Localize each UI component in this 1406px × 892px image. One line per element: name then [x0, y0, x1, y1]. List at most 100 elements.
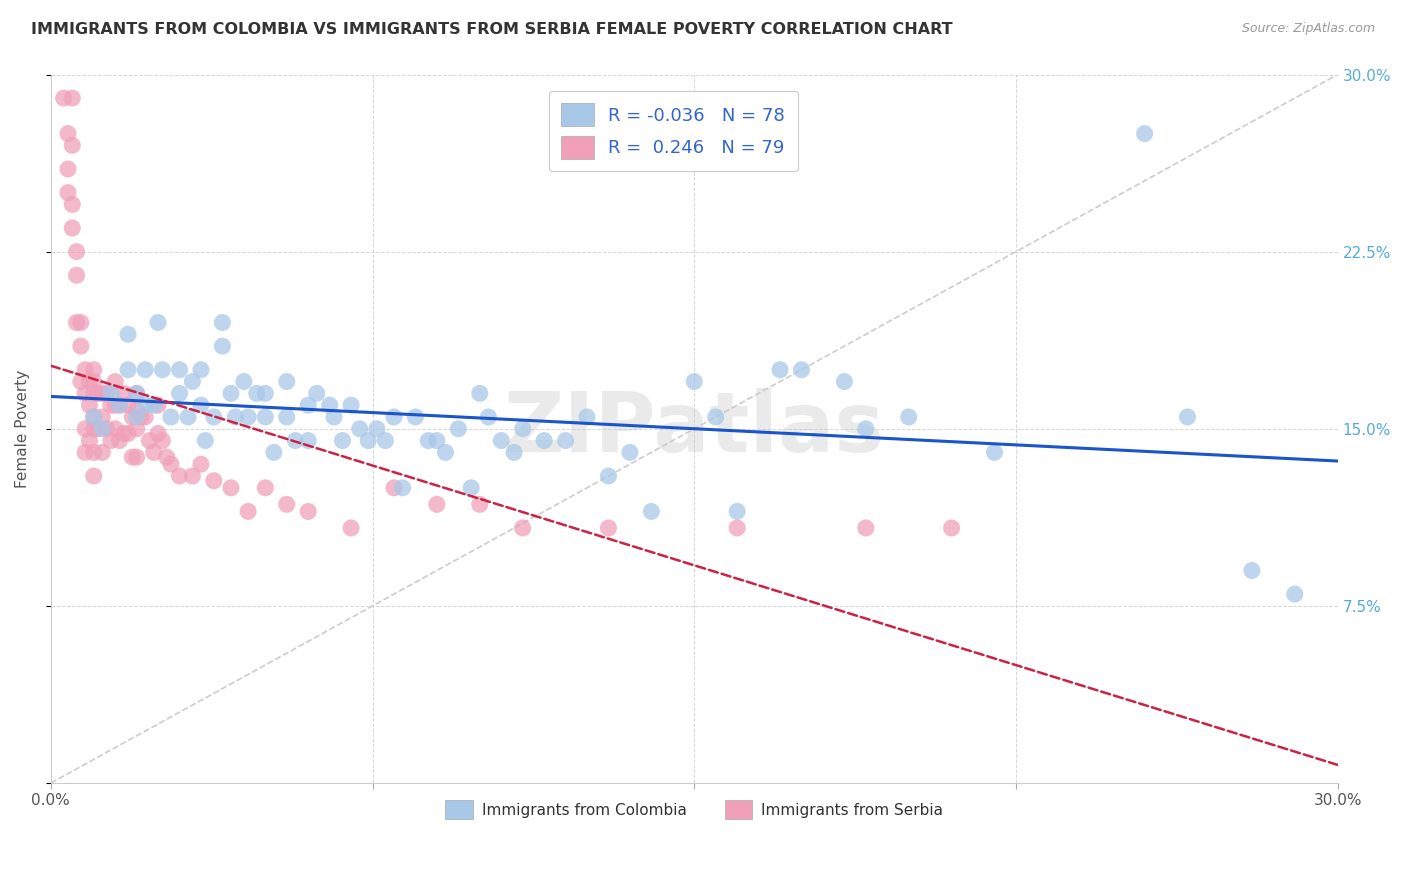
- Point: [276, 375, 298, 389]
- Point: [79, 398, 101, 412]
- Point: [96, 422, 118, 436]
- Point: [366, 422, 388, 436]
- Point: [219, 386, 242, 401]
- Point: [108, 398, 131, 412]
- Point: [211, 316, 233, 330]
- Text: ZIPatlas: ZIPatlas: [503, 388, 884, 469]
- Point: [83, 469, 105, 483]
- Point: [263, 445, 285, 459]
- Point: [75, 363, 97, 377]
- Point: [447, 422, 470, 436]
- Point: [855, 521, 877, 535]
- Point: [70, 339, 93, 353]
- Point: [169, 363, 191, 377]
- Point: [219, 481, 242, 495]
- Point: [503, 445, 526, 459]
- Point: [125, 386, 148, 401]
- Point: [284, 434, 307, 448]
- Point: [305, 386, 328, 401]
- Point: [194, 434, 217, 448]
- Point: [83, 409, 105, 424]
- Point: [117, 363, 139, 377]
- Point: [202, 474, 225, 488]
- Point: [142, 398, 165, 412]
- Point: [121, 450, 143, 464]
- Point: [129, 409, 152, 424]
- Point: [56, 186, 79, 200]
- Point: [150, 363, 173, 377]
- Point: [332, 434, 354, 448]
- Point: [91, 386, 114, 401]
- Point: [340, 521, 363, 535]
- Point: [56, 161, 79, 176]
- Point: [91, 445, 114, 459]
- Point: [117, 426, 139, 441]
- Point: [598, 521, 620, 535]
- Point: [512, 521, 534, 535]
- Point: [142, 445, 165, 459]
- Point: [56, 127, 79, 141]
- Point: [112, 386, 135, 401]
- Point: [181, 375, 204, 389]
- Point: [834, 375, 856, 389]
- Point: [108, 434, 131, 448]
- Point: [60, 91, 83, 105]
- Point: [79, 375, 101, 389]
- Point: [160, 409, 183, 424]
- Point: [65, 268, 87, 283]
- Point: [65, 316, 87, 330]
- Point: [683, 375, 706, 389]
- Text: Source: ZipAtlas.com: Source: ZipAtlas.com: [1241, 22, 1375, 36]
- Point: [297, 398, 319, 412]
- Point: [134, 398, 156, 412]
- Point: [117, 327, 139, 342]
- Point: [134, 409, 156, 424]
- Point: [769, 363, 792, 377]
- Point: [276, 409, 298, 424]
- Point: [426, 497, 449, 511]
- Point: [190, 363, 212, 377]
- Point: [70, 375, 93, 389]
- Point: [318, 398, 340, 412]
- Point: [70, 316, 93, 330]
- Point: [349, 422, 371, 436]
- Point: [60, 221, 83, 235]
- Point: [146, 316, 169, 330]
- Point: [246, 386, 269, 401]
- Point: [236, 504, 259, 518]
- Point: [434, 445, 457, 459]
- Point: [60, 197, 83, 211]
- Point: [100, 434, 122, 448]
- Point: [60, 138, 83, 153]
- Text: IMMIGRANTS FROM COLOMBIA VS IMMIGRANTS FROM SERBIA FEMALE POVERTY CORRELATION CH: IMMIGRANTS FROM COLOMBIA VS IMMIGRANTS F…: [31, 22, 952, 37]
- Point: [418, 434, 440, 448]
- Point: [138, 434, 160, 448]
- Point: [104, 375, 127, 389]
- Point: [52, 91, 75, 105]
- Point: [181, 469, 204, 483]
- Point: [160, 457, 183, 471]
- Point: [224, 409, 246, 424]
- Point: [125, 386, 148, 401]
- Point: [125, 409, 148, 424]
- Point: [83, 422, 105, 436]
- Point: [533, 434, 555, 448]
- Point: [96, 386, 118, 401]
- Point: [254, 409, 277, 424]
- Point: [100, 398, 122, 412]
- Point: [108, 398, 131, 412]
- Point: [1240, 564, 1263, 578]
- Point: [79, 434, 101, 448]
- Point: [190, 457, 212, 471]
- Point: [169, 386, 191, 401]
- Point: [83, 445, 105, 459]
- Point: [134, 363, 156, 377]
- Point: [725, 504, 748, 518]
- Point: [91, 409, 114, 424]
- Point: [65, 244, 87, 259]
- Point: [790, 363, 813, 377]
- Point: [146, 398, 169, 412]
- Point: [468, 497, 491, 511]
- Point: [177, 409, 200, 424]
- Point: [382, 481, 405, 495]
